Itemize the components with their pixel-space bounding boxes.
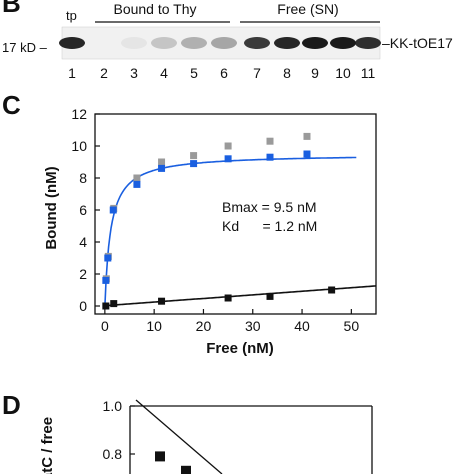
lane-number: 1 bbox=[68, 65, 76, 81]
blot-band bbox=[244, 37, 270, 49]
scatchard-point bbox=[155, 451, 165, 462]
x-tick-label: 20 bbox=[196, 318, 212, 334]
series-specific-point bbox=[104, 254, 112, 262]
y-tick-label: 4 bbox=[79, 234, 87, 250]
series-specific-point bbox=[158, 164, 166, 172]
plot-area-d: 0.8 1.0 bbox=[103, 398, 373, 474]
y-tick-label: 0 bbox=[79, 298, 87, 314]
series-specific-point bbox=[266, 153, 274, 161]
y-tick-label: 8 bbox=[79, 170, 87, 186]
binding-chart-panel: C 0 10 20 30 40 50 0 2 4 6 8 10 12 Bmax = 9.5 nM Kd … bbox=[2, 90, 377, 357]
lane-numbers: 1 2 3 4 5 6 7 8 9 10 11 bbox=[68, 65, 375, 81]
series-nonspecific-point bbox=[266, 292, 274, 300]
y-axis-label-d: atC / free bbox=[39, 417, 56, 474]
series-total-point bbox=[303, 132, 311, 140]
series-specific-point bbox=[102, 276, 110, 284]
x-tick-label: 10 bbox=[146, 318, 162, 334]
series-nonspecific-point bbox=[110, 300, 118, 308]
y-tick-label: 0.8 bbox=[103, 446, 123, 462]
x-tick-label: 30 bbox=[245, 318, 261, 334]
lane-number: 6 bbox=[220, 65, 228, 81]
annotation-bmax: Bmax = 9.5 nM bbox=[222, 199, 317, 215]
blot-band bbox=[121, 37, 147, 49]
y-tick-label: 12 bbox=[71, 106, 87, 122]
lane-number: 3 bbox=[130, 65, 138, 81]
plot-frame bbox=[94, 113, 377, 315]
panel-letter-b: B bbox=[2, 0, 21, 18]
lane-number: 8 bbox=[283, 65, 291, 81]
lane-number: 2 bbox=[100, 65, 108, 81]
panel-letter-c: C bbox=[2, 90, 21, 120]
series-total-point bbox=[133, 174, 141, 182]
lane-label-tp: tp bbox=[66, 8, 77, 23]
lane-number: 5 bbox=[190, 65, 198, 81]
lane-number: 4 bbox=[160, 65, 168, 81]
series-nonspecific-point bbox=[224, 294, 232, 302]
blot-band bbox=[274, 37, 300, 49]
blot-band bbox=[151, 37, 177, 49]
series-specific-point bbox=[109, 206, 117, 214]
plot-area: 0 10 20 30 40 50 0 2 4 6 8 10 12 bbox=[71, 106, 377, 334]
series-total-point bbox=[158, 158, 166, 166]
band-label: –KK-tOE17 bbox=[382, 35, 453, 51]
blot-band bbox=[181, 37, 207, 49]
western-blot-panel: B tp Bound to Thy Free (SN) 17 kD – –KK-… bbox=[2, 0, 453, 81]
scatchard-panel: D atC / free 0.8 1.0 bbox=[2, 390, 373, 474]
group-label-bound: Bound to Thy bbox=[113, 1, 196, 17]
y-tick-label: 1.0 bbox=[103, 398, 123, 414]
series-nonspecific-point bbox=[328, 286, 336, 294]
y-tick-label: 6 bbox=[79, 202, 87, 218]
y-tick-label: 2 bbox=[79, 266, 87, 282]
series-specific-point bbox=[133, 180, 141, 188]
scatchard-fit-line bbox=[135, 399, 223, 474]
blot-band bbox=[355, 37, 381, 49]
blot-band bbox=[302, 37, 328, 49]
series-specific-point bbox=[303, 150, 311, 158]
lane-number: 11 bbox=[361, 65, 376, 81]
series-total-point bbox=[190, 152, 198, 160]
series-nonspecific-point bbox=[102, 302, 110, 310]
series-nonspecific-point bbox=[158, 297, 166, 305]
lane-number: 7 bbox=[253, 65, 261, 81]
y-axis-label: Bound (nM) bbox=[43, 166, 60, 249]
series-total-point bbox=[224, 142, 232, 150]
marker-17kd: 17 kD – bbox=[2, 40, 48, 55]
y-tick-label: 10 bbox=[71, 138, 87, 154]
annotation-kd: Kd = 1.2 nM bbox=[222, 218, 317, 234]
x-tick-label: 40 bbox=[294, 318, 310, 334]
blot-band bbox=[59, 37, 85, 49]
lane-number: 9 bbox=[311, 65, 319, 81]
series-specific-point bbox=[190, 160, 198, 168]
x-tick-label: 50 bbox=[344, 318, 360, 334]
blot-bands bbox=[59, 37, 381, 49]
series-specific-point bbox=[224, 155, 232, 163]
blot-band bbox=[330, 37, 356, 49]
blot-band bbox=[211, 37, 237, 49]
lane-number: 10 bbox=[335, 65, 351, 81]
x-tick-label: 0 bbox=[101, 318, 109, 334]
x-axis-label: Free (nM) bbox=[206, 340, 274, 357]
panel-letter-d: D bbox=[2, 390, 21, 420]
scatchard-point bbox=[181, 465, 191, 474]
group-label-free: Free (SN) bbox=[277, 1, 338, 17]
series-total-point bbox=[266, 137, 274, 145]
fit-line-nonspecific bbox=[104, 285, 377, 307]
